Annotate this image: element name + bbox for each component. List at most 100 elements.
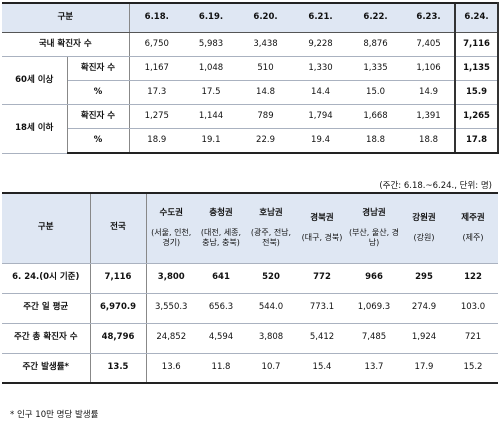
cell: 1,144 bbox=[184, 104, 239, 129]
cell: 17.3 bbox=[129, 80, 185, 105]
age60-cases-row: 60세 이상 확진자 수 1,167 1,048 510 1,330 1,335… bbox=[2, 56, 500, 105]
national-cell: 7,116 bbox=[90, 263, 147, 294]
cell: 721 bbox=[448, 323, 498, 354]
cell: 1,668 bbox=[348, 104, 404, 129]
region-sub: (광주, 전남, 전북) bbox=[250, 228, 292, 247]
cell: 789 bbox=[238, 104, 294, 129]
region-name: 제주권 bbox=[461, 213, 485, 224]
cell: 5,412 bbox=[296, 323, 348, 354]
region-sub: (대구, 경북) bbox=[301, 232, 343, 242]
cell: 1,048 bbox=[184, 56, 239, 81]
table2-row-weekly-total: 주간 총 확진자 수 48,796 24,852 4,594 3,808 5,4… bbox=[2, 323, 498, 354]
cell: 10.7 bbox=[246, 353, 296, 384]
cell: 13.7 bbox=[348, 353, 400, 384]
pct-label: % bbox=[67, 128, 130, 154]
cell: 1,794 bbox=[293, 104, 349, 129]
cell: 103.0 bbox=[448, 293, 498, 324]
cell: 8,876 bbox=[348, 32, 404, 57]
region-sub: (강원) bbox=[413, 232, 435, 242]
national-cell: 6,970.9 bbox=[90, 293, 147, 324]
cell: 7,405 bbox=[403, 32, 456, 57]
footnote: * 인구 10만 명당 발생률 bbox=[10, 410, 99, 420]
domestic-label: 국내 확진자 수 bbox=[2, 32, 130, 57]
row-label: 6. 24.(0시 기준) bbox=[2, 263, 91, 294]
region-sub: (대전, 세종, 충남, 충북) bbox=[200, 228, 242, 247]
row-label: 주간 일 평균 bbox=[2, 293, 91, 324]
cell: 520 bbox=[246, 263, 296, 294]
cell-today: 1,135 bbox=[454, 56, 500, 81]
cell: 15.0 bbox=[348, 80, 404, 105]
header-date-today: 6.24. bbox=[454, 2, 500, 33]
region-sub: (부산, 울산, 경남) bbox=[348, 228, 400, 247]
region-name: 강원권 bbox=[412, 213, 436, 224]
cell: 19.4 bbox=[293, 128, 349, 154]
regional-cases-table: 구분 전국 수도권 (서울, 인천, 경기) 충청권 (대전, 세종, 충남, 충북… bbox=[2, 192, 498, 384]
national-cell: 13.5 bbox=[90, 353, 147, 384]
cell: 3,800 bbox=[146, 263, 196, 294]
cell: 15.2 bbox=[448, 353, 498, 384]
cell: 9,228 bbox=[293, 32, 349, 57]
cell: 7,485 bbox=[348, 323, 400, 354]
cell: 19.1 bbox=[184, 128, 239, 154]
cell: 4,594 bbox=[196, 323, 246, 354]
header-date: 6.18. bbox=[129, 2, 185, 33]
cases-label: 확진자 수 bbox=[67, 56, 130, 81]
header-date: 6.22. bbox=[348, 2, 404, 33]
cell: 295 bbox=[400, 263, 448, 294]
row-label: 주간 발생률* bbox=[2, 353, 91, 384]
cell: 14.8 bbox=[238, 80, 294, 105]
cell: 122 bbox=[448, 263, 498, 294]
age60-label: 60세 이상 bbox=[2, 56, 68, 105]
cell: 17.9 bbox=[400, 353, 448, 384]
cell: 1,275 bbox=[129, 104, 185, 129]
region-name: 경남권 bbox=[362, 208, 386, 219]
cell: 773.1 bbox=[296, 293, 348, 324]
corner-label: 구분 bbox=[2, 192, 91, 264]
cell-today: 7,116 bbox=[454, 32, 500, 57]
cell: 3,550.3 bbox=[146, 293, 196, 324]
cell: 3,438 bbox=[238, 32, 294, 57]
region-sub: (서울, 인천, 경기) bbox=[151, 228, 192, 247]
region-name: 수도권 bbox=[159, 208, 183, 219]
cell: 1,335 bbox=[348, 56, 404, 81]
cell: 17.5 bbox=[184, 80, 239, 105]
cell: 510 bbox=[238, 56, 294, 81]
region-header: 경북권 (대구, 경북) bbox=[296, 192, 348, 264]
table2-row-incidence: 주간 발생률* 13.5 13.6 11.8 10.7 15.4 13.7 17… bbox=[2, 353, 498, 384]
region-header: 경남권 (부산, 울산, 경남) bbox=[348, 192, 400, 264]
national-label: 전국 bbox=[90, 192, 147, 264]
cell: 274.9 bbox=[400, 293, 448, 324]
cell: 641 bbox=[196, 263, 246, 294]
cell: 544.0 bbox=[246, 293, 296, 324]
cell: 18.9 bbox=[129, 128, 185, 154]
region-name: 호남권 bbox=[259, 208, 283, 219]
age60-pct-row: % 17.3 17.5 14.8 14.4 15.0 14.9 15.9 bbox=[2, 80, 500, 105]
cell-today: 1,265 bbox=[454, 104, 500, 129]
cell: 6,750 bbox=[129, 32, 185, 57]
unit-note: (주간: 6.18.~6.24., 단위: 명) bbox=[379, 181, 492, 191]
cell: 1,167 bbox=[129, 56, 185, 81]
cell: 13.6 bbox=[146, 353, 196, 384]
cell: 24,852 bbox=[146, 323, 196, 354]
region-header: 충청권 (대전, 세종, 충남, 충북) bbox=[196, 192, 246, 264]
region-name: 충청권 bbox=[209, 208, 233, 219]
row-label: 주간 총 확진자 수 bbox=[2, 323, 91, 354]
cell: 18.8 bbox=[403, 128, 456, 154]
cell: 15.4 bbox=[296, 353, 348, 384]
national-cell: 48,796 bbox=[90, 323, 147, 354]
table2-row-today: 6. 24.(0시 기준) 7,116 3,800 641 520 772 96… bbox=[2, 263, 498, 294]
region-header: 수도권 (서울, 인천, 경기) bbox=[146, 192, 196, 264]
header-date: 6.19. bbox=[184, 2, 239, 33]
age18-pct-row: % 18.9 19.1 22.9 19.4 18.8 18.8 17.8 bbox=[2, 128, 500, 154]
pct-label: % bbox=[67, 80, 130, 105]
cell: 18.8 bbox=[348, 128, 404, 154]
cases-label: 확진자 수 bbox=[67, 104, 130, 129]
table1-header-row: 구분 6.18. 6.19. 6.20. 6.21. 6.22. 6.23. 6… bbox=[2, 2, 500, 33]
region-header: 제주권 (제주) bbox=[448, 192, 498, 264]
age18-label: 18세 이하 bbox=[2, 104, 68, 154]
cell: 11.8 bbox=[196, 353, 246, 384]
header-date: 6.21. bbox=[293, 2, 349, 33]
cell: 14.9 bbox=[403, 80, 456, 105]
cell: 22.9 bbox=[238, 128, 294, 154]
cell: 5,983 bbox=[184, 32, 239, 57]
